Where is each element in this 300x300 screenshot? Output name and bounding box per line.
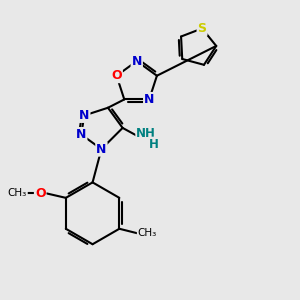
Text: N: N	[144, 93, 154, 106]
Text: NH: NH	[136, 127, 156, 140]
Text: H: H	[149, 138, 159, 151]
Text: N: N	[79, 109, 89, 122]
Text: CH₃: CH₃	[8, 188, 27, 198]
Text: N: N	[76, 128, 86, 141]
Text: N: N	[132, 55, 142, 68]
Text: N: N	[96, 142, 106, 156]
Text: S: S	[198, 22, 207, 35]
Text: CH₃: CH₃	[138, 228, 157, 238]
Text: O: O	[35, 187, 46, 200]
Text: O: O	[111, 69, 122, 82]
